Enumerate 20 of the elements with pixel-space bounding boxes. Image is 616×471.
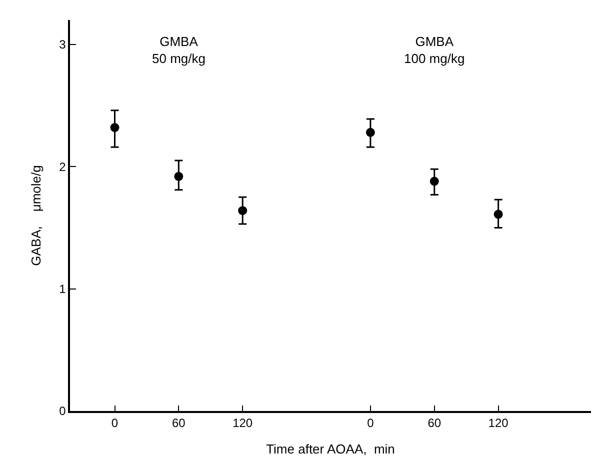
y-tick-label: 2 (59, 160, 66, 174)
x-tick-label: 60 (172, 416, 186, 430)
annotation: GMBA 50 mg/kg (152, 34, 206, 66)
y-tick-label: 3 (59, 38, 66, 52)
x-tick-label: 120 (488, 416, 509, 430)
point (238, 206, 248, 216)
y-axis-title: GABA, μmole/g (28, 165, 44, 266)
point (174, 172, 184, 181)
x-axis-title: Time after AOAA, min (266, 441, 395, 456)
point (494, 210, 503, 219)
point (110, 123, 120, 132)
point (430, 176, 439, 186)
x-tick-label: 0 (367, 416, 374, 430)
x-tick-label: 60 (428, 416, 442, 430)
point (366, 128, 375, 137)
annotation: GMBA 100 mg/kg (404, 34, 465, 66)
x-tick-label: 120 (232, 416, 253, 430)
y-tick-label: 1 (59, 282, 66, 296)
y-tick-label: 0 (59, 404, 66, 418)
x-tick-label: 0 (111, 416, 118, 430)
